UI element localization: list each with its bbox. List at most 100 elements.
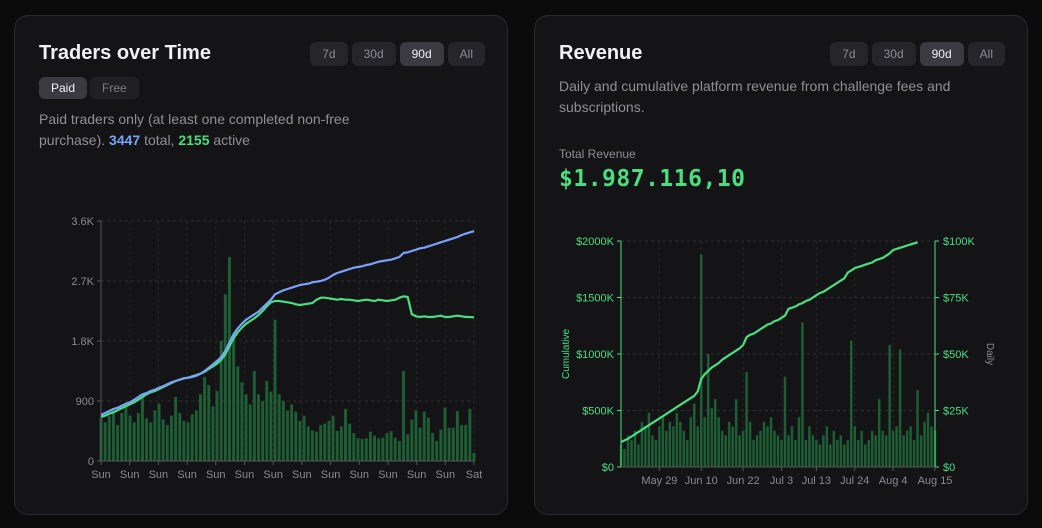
y2-tick-label: $75K: [943, 293, 969, 305]
daily-bar: [435, 441, 439, 461]
revenue-description: Daily and cumulative platform revenue fr…: [559, 76, 950, 118]
y-axis-label: Cumulative: [561, 329, 572, 379]
revenue-card: Revenue 7d 30d 90d All Daily and cumulat…: [534, 15, 1028, 515]
daily-revenue-bar: [783, 376, 787, 467]
y-tick-label: $2000K: [576, 236, 615, 248]
revenue-range-30d-button[interactable]: 30d: [871, 42, 916, 66]
daily-bar: [344, 409, 347, 461]
daily-bar: [286, 410, 289, 461]
daily-revenue-bar: [815, 439, 818, 467]
revenue-range-7d-button[interactable]: 7d: [830, 42, 868, 66]
total-word: total,: [144, 132, 175, 148]
daily-revenue-bar: [780, 439, 783, 467]
daily-revenue-bar: [912, 439, 916, 467]
x-tick-label: Sun: [149, 469, 169, 481]
daily-revenue-bar: [870, 430, 874, 467]
daily-bar: [335, 431, 339, 461]
daily-bar: [207, 385, 211, 461]
daily-bar: [149, 422, 153, 461]
daily-bar: [273, 319, 277, 461]
daily-revenue-bar: [752, 439, 755, 467]
daily-bar: [406, 434, 410, 461]
total-count: 3447: [109, 132, 141, 148]
x-tick-label: Jun 10: [685, 475, 718, 487]
daily-bar: [385, 433, 389, 461]
daily-revenue-bar: [832, 430, 836, 467]
paid-toggle-button[interactable]: Paid: [39, 77, 88, 99]
daily-bar: [248, 404, 252, 461]
x-tick-label: May 29: [641, 475, 677, 487]
daily-revenue-bar: [675, 412, 679, 467]
daily-bar: [252, 371, 256, 461]
traders-range-30d-button[interactable]: 30d: [351, 42, 396, 66]
daily-bar: [228, 257, 231, 461]
daily-bar: [153, 410, 157, 461]
daily-revenue-bar: [686, 439, 689, 467]
daily-revenue-bar: [630, 439, 633, 467]
revenue-range-all-button[interactable]: All: [967, 42, 1005, 66]
daily-bar: [116, 425, 120, 461]
daily-revenue-bar: [867, 439, 870, 467]
y-tick-label: $500K: [582, 406, 614, 418]
x-tick-label: Sun: [407, 469, 427, 481]
x-tick-label: Jul 3: [770, 475, 793, 487]
daily-revenue-bar: [891, 430, 895, 467]
daily-revenue-bar: [905, 430, 909, 467]
daily-bar: [439, 429, 443, 461]
daily-bar: [169, 415, 173, 461]
free-toggle-button[interactable]: Free: [90, 77, 139, 99]
x-tick-label: Aug 4: [879, 475, 908, 487]
daily-bar: [140, 394, 144, 461]
revenue-range-90d-button[interactable]: 90d: [919, 42, 964, 66]
daily-bar: [265, 381, 269, 461]
daily-bar: [261, 401, 265, 461]
daily-bar: [186, 422, 190, 461]
daily-revenue-bar: [717, 417, 720, 467]
traders-range-all-button[interactable]: All: [447, 42, 485, 66]
daily-revenue-bar: [801, 322, 804, 467]
daily-bar: [402, 371, 406, 461]
daily-revenue-bar: [689, 417, 693, 467]
daily-revenue-bar: [658, 426, 661, 467]
daily-bar: [472, 453, 476, 461]
x-tick-label: Jul 13: [802, 475, 831, 487]
daily-revenue-bar: [679, 421, 682, 467]
daily-revenue-bar: [916, 390, 919, 467]
daily-revenue-bar: [706, 354, 710, 467]
daily-revenue-bar: [794, 439, 797, 467]
daily-bar: [215, 391, 219, 461]
daily-revenue-bar: [776, 435, 780, 467]
daily-revenue-bar: [804, 439, 808, 467]
y2-tick-label: $50K: [943, 349, 969, 361]
daily-revenue-bar: [647, 412, 651, 467]
traders-range-selector: 7d 30d 90d All: [310, 42, 485, 66]
x-tick-label: Sun: [120, 469, 140, 481]
daily-revenue-bar: [720, 430, 724, 467]
y2-tick-label: $100K: [943, 236, 975, 248]
y-tick-label: 0: [88, 456, 94, 468]
daily-revenue-bar: [672, 426, 675, 467]
x-tick-label: Sun: [321, 469, 341, 481]
x-tick-label: Sun: [378, 469, 398, 481]
daily-bar: [136, 413, 140, 461]
revenue-range-selector: 7d 30d 90d All: [830, 42, 1005, 66]
daily-bar: [120, 413, 124, 461]
daily-bar: [111, 410, 115, 461]
daily-bar: [431, 433, 435, 461]
daily-revenue-bar: [881, 430, 884, 467]
daily-revenue-bar: [839, 435, 843, 467]
daily-revenue-bar: [930, 426, 933, 467]
daily-bar: [451, 427, 455, 461]
traders-range-7d-button[interactable]: 7d: [310, 42, 348, 66]
daily-bar: [161, 419, 165, 461]
active-traders-line: [100, 295, 475, 419]
daily-revenue-bar: [654, 439, 658, 467]
daily-bar: [422, 411, 426, 461]
cumulative-revenue-line: [620, 241, 918, 444]
daily-bar: [145, 418, 149, 461]
traders-range-90d-button[interactable]: 90d: [399, 42, 444, 66]
y2-tick-label: $0: [943, 462, 955, 474]
daily-revenue-bar: [895, 426, 898, 467]
x-tick-label: Sun: [292, 469, 312, 481]
daily-revenue-bar: [734, 399, 738, 467]
